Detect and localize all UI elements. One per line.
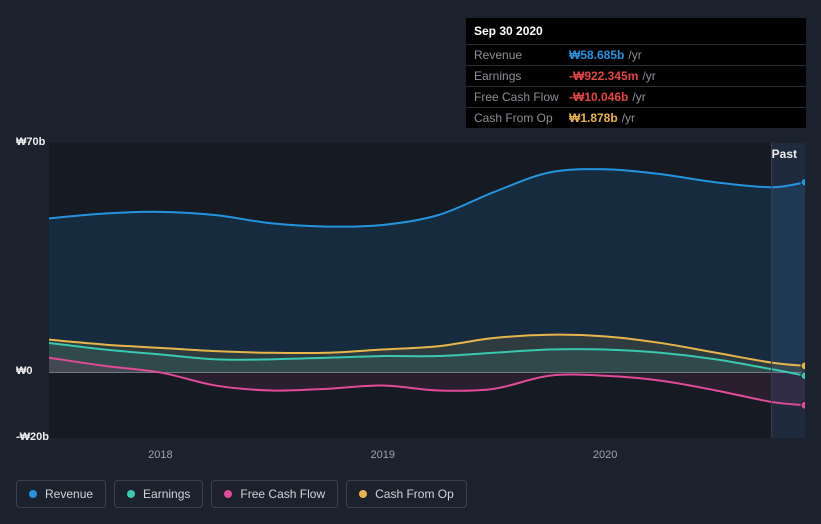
tooltip-row-label: Free Cash Flow <box>474 90 569 104</box>
legend-dot-icon <box>29 490 37 498</box>
legend-item[interactable]: Revenue <box>16 480 106 508</box>
y-axis-label: ₩70b <box>16 136 45 148</box>
x-axis-label: 2020 <box>593 449 617 461</box>
tooltip-row-label: Revenue <box>474 48 569 62</box>
legend: Revenue Earnings Free Cash Flow Cash From O… <box>16 480 467 508</box>
tooltip-row-unit: /yr <box>628 48 641 62</box>
legend-item[interactable]: Free Cash Flow <box>211 480 338 508</box>
legend-dot-icon <box>127 490 135 498</box>
x-axis-label: 2019 <box>371 449 395 461</box>
legend-item[interactable]: Earnings <box>114 480 203 508</box>
tooltip-row: Free Cash Flow-₩10.046b/yr <box>466 86 806 107</box>
chart-tooltip: Sep 30 2020 Revenue₩58.685b/yrEarnings-₩… <box>466 18 806 128</box>
plot[interactable]: Past <box>49 143 805 438</box>
past-label: Past <box>772 147 797 161</box>
tooltip-row: Earnings-₩922.345m/yr <box>466 65 806 86</box>
x-axis-label: 2018 <box>148 449 172 461</box>
legend-item[interactable]: Cash From Op <box>346 480 467 508</box>
y-axis-label: ₩0 <box>16 365 33 377</box>
tooltip-row-unit: /yr <box>632 90 645 104</box>
financial-chart-panel: Sep 30 2020 Revenue₩58.685b/yrEarnings-₩… <box>0 0 821 524</box>
tooltip-row-unit: /yr <box>642 69 655 83</box>
tooltip-row-label: Earnings <box>474 69 569 83</box>
legend-dot-icon <box>359 490 367 498</box>
y-axis-label: -₩20b <box>16 431 49 443</box>
legend-label: Revenue <box>45 487 93 501</box>
tooltip-row-value: ₩58.685b <box>569 48 624 62</box>
legend-label: Earnings <box>143 487 190 501</box>
tooltip-row: Revenue₩58.685b/yr <box>466 44 806 65</box>
legend-label: Free Cash Flow <box>240 487 325 501</box>
legend-dot-icon <box>224 490 232 498</box>
legend-label: Cash From Op <box>375 487 454 501</box>
tooltip-row-value: -₩10.046b <box>569 90 628 104</box>
tooltip-row-value: -₩922.345m <box>569 69 638 83</box>
chart-area: ₩70b₩0-₩20b Past <box>16 123 805 438</box>
tooltip-date: Sep 30 2020 <box>466 18 806 44</box>
